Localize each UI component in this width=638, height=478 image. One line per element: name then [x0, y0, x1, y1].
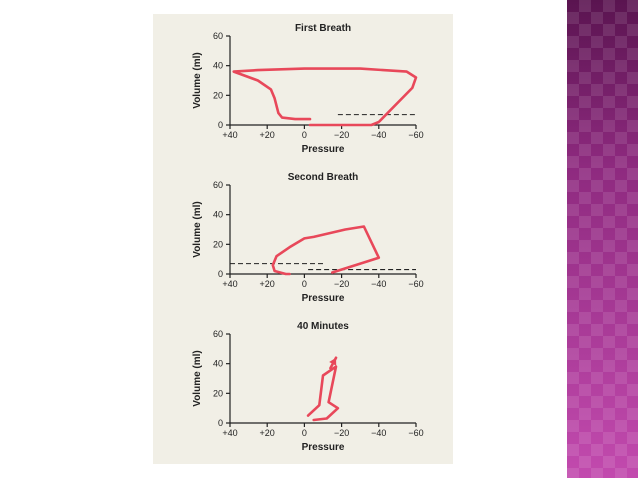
y-tick-label: 60	[213, 180, 223, 190]
x-tick-label: 0	[302, 428, 307, 438]
pressure-volume-loop	[232, 67, 418, 127]
chart-title: First Breath	[295, 23, 351, 34]
x-tick-label: −40	[371, 279, 386, 289]
x-tick-label: −20	[334, 130, 349, 140]
x-tick-label: +40	[222, 130, 237, 140]
y-tick-label: 60	[213, 31, 223, 41]
x-tick-label: +20	[260, 279, 275, 289]
chart-40-minutes: 40 Minutes 0 20 40 60 +40 +20 0 −20 −40 −60 Pressur…	[192, 321, 424, 453]
y-axis-title: Volume (ml)	[192, 350, 203, 406]
x-tick-label: −20	[334, 428, 349, 438]
pressure-volume-loop	[306, 365, 340, 422]
x-tick-label: +40	[222, 428, 237, 438]
y-tick-label: 0	[218, 269, 223, 279]
y-tick-label: 60	[213, 329, 223, 339]
x-tick-label: −40	[371, 130, 386, 140]
y-tick-label: 40	[213, 61, 223, 71]
y-tick-label: 0	[218, 418, 223, 428]
chart-first-breath: First Breath 0 20 40 60 +40 +20 0 −20 −40 −60 Press…	[192, 23, 424, 155]
x-tick-label: −40	[371, 428, 386, 438]
y-axis-title: Volume (ml)	[192, 201, 203, 257]
x-axis-title: Pressure	[302, 442, 345, 453]
y-tick-label: 40	[213, 210, 223, 220]
pressure-volume-loop	[271, 225, 381, 276]
chart-second-breath: Second Breath 0 20 40 60 +40 +20 0 −20 −40 −60 Pres…	[192, 172, 424, 304]
x-tick-label: −60	[408, 428, 423, 438]
chart-title: Second Breath	[288, 172, 359, 183]
y-axis-title: Volume (ml)	[192, 52, 203, 108]
chart-title: 40 Minutes	[297, 321, 349, 332]
y-tick-label: 20	[213, 90, 223, 100]
x-tick-label: −60	[408, 130, 423, 140]
y-tick-label: 20	[213, 239, 223, 249]
x-axis-title: Pressure	[302, 144, 345, 155]
x-tick-label: −20	[334, 279, 349, 289]
decorative-side-panel	[567, 0, 638, 478]
y-tick-label: 0	[218, 120, 223, 130]
x-tick-label: 0	[302, 279, 307, 289]
y-tick-label: 40	[213, 359, 223, 369]
x-tick-label: +40	[222, 279, 237, 289]
x-tick-label: −60	[408, 279, 423, 289]
x-tick-label: 0	[302, 130, 307, 140]
y-tick-label: 20	[213, 388, 223, 398]
x-tick-label: +20	[260, 130, 275, 140]
x-tick-label: +20	[260, 428, 275, 438]
x-axis-title: Pressure	[302, 293, 345, 304]
loop-arrow-head	[329, 357, 337, 366]
